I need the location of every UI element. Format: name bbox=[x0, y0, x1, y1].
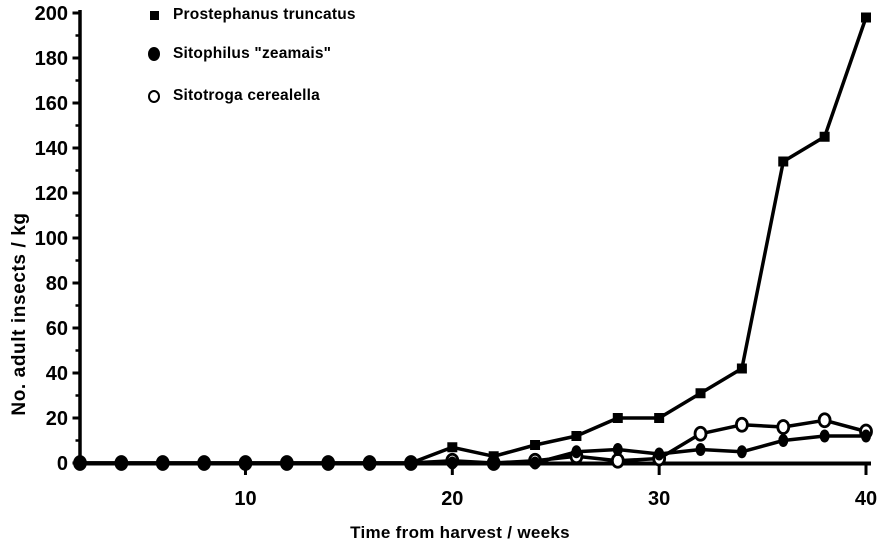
x-axis-title: Time from harvest / weeks bbox=[350, 523, 570, 542]
data-point-sitophilus-zeamais bbox=[612, 443, 623, 456]
data-point-prostephanus-truncatus bbox=[654, 413, 665, 423]
y-tick-label: 100 bbox=[35, 228, 68, 250]
data-point-sitophilus-zeamais bbox=[530, 456, 541, 470]
series-line-sitophilus-zeamais bbox=[80, 434, 866, 465]
y-tick-label: 20 bbox=[46, 408, 68, 430]
open-circle-marker-icon bbox=[146, 89, 162, 103]
legend: Prostephanus truncatus Sitophilus "zeama… bbox=[146, 3, 356, 108]
y-tick-label: 60 bbox=[46, 318, 68, 340]
data-point-sitotroga-cerealella bbox=[776, 419, 791, 435]
y-tick-label: 140 bbox=[35, 138, 68, 160]
data-point-sitophilus-zeamais bbox=[364, 456, 375, 470]
data-point-sitophilus-zeamais bbox=[819, 429, 830, 443]
data-point-sitophilus-zeamais bbox=[323, 456, 334, 470]
y-tick-label: 0 bbox=[57, 453, 68, 475]
x-tick-label: 30 bbox=[648, 488, 670, 510]
data-point-sitotroga-cerealella bbox=[734, 416, 749, 433]
x-tick-label: 40 bbox=[855, 488, 877, 510]
y-tick-label: 80 bbox=[46, 273, 68, 295]
data-point-sitophilus-zeamais bbox=[75, 456, 85, 470]
legend-label: Sitophilus "zeamais" bbox=[173, 45, 332, 62]
data-point-sitophilus-zeamais bbox=[571, 445, 582, 459]
data-point-sitotroga-cerealella bbox=[817, 412, 832, 429]
legend-label: Prostephanus truncatus bbox=[173, 6, 356, 23]
data-point-sitophilus-zeamais bbox=[157, 456, 168, 470]
data-point-prostephanus-truncatus bbox=[819, 131, 830, 142]
data-point-sitophilus-zeamais bbox=[778, 434, 789, 447]
data-point-prostephanus-truncatus bbox=[861, 12, 871, 23]
legend-item-sitophilus-zeamais: Sitophilus "zeamais" bbox=[146, 42, 356, 66]
data-point-sitotroga-cerealella bbox=[693, 425, 708, 442]
data-point-sitophilus-zeamais bbox=[447, 456, 458, 470]
data-point-sitophilus-zeamais bbox=[281, 456, 292, 470]
data-point-prostephanus-truncatus bbox=[571, 431, 582, 441]
data-point-prostephanus-truncatus bbox=[447, 442, 458, 453]
x-tick-label: 10 bbox=[234, 488, 256, 510]
legend-item-prostephanus-truncatus: Prostephanus truncatus bbox=[146, 3, 356, 27]
y-tick-label: 120 bbox=[35, 183, 68, 205]
legend-item-sitotroga-cerealella: Sitotroga cerealella bbox=[146, 84, 356, 108]
filled-square-marker-icon bbox=[146, 10, 162, 20]
data-point-prostephanus-truncatus bbox=[736, 363, 747, 374]
x-tick-label: 20 bbox=[441, 488, 463, 510]
data-point-sitophilus-zeamais bbox=[654, 447, 665, 461]
y-tick-label: 40 bbox=[46, 363, 68, 385]
data-point-sitophilus-zeamais bbox=[405, 456, 416, 470]
data-point-sitophilus-zeamais bbox=[695, 443, 706, 456]
y-axis-title: No. adult insects / kg bbox=[9, 212, 30, 416]
y-tick-label: 200 bbox=[35, 3, 68, 25]
y-tick-label: 180 bbox=[35, 48, 68, 70]
data-point-sitophilus-zeamais bbox=[488, 456, 499, 470]
data-point-prostephanus-truncatus bbox=[695, 388, 706, 399]
data-point-sitophilus-zeamais bbox=[240, 456, 251, 470]
data-point-prostephanus-truncatus bbox=[530, 440, 541, 450]
filled-circle-marker-icon bbox=[146, 47, 162, 61]
data-point-sitophilus-zeamais bbox=[736, 445, 747, 459]
data-point-sitophilus-zeamais bbox=[199, 456, 210, 470]
legend-label: Sitotroga cerealella bbox=[173, 87, 321, 104]
data-point-prostephanus-truncatus bbox=[612, 413, 623, 423]
data-point-prostephanus-truncatus bbox=[778, 156, 789, 167]
y-tick-label: 160 bbox=[35, 93, 68, 115]
data-point-sitotroga-cerealella bbox=[610, 452, 625, 469]
data-point-sitophilus-zeamais bbox=[861, 429, 871, 443]
data-point-sitophilus-zeamais bbox=[116, 456, 127, 470]
